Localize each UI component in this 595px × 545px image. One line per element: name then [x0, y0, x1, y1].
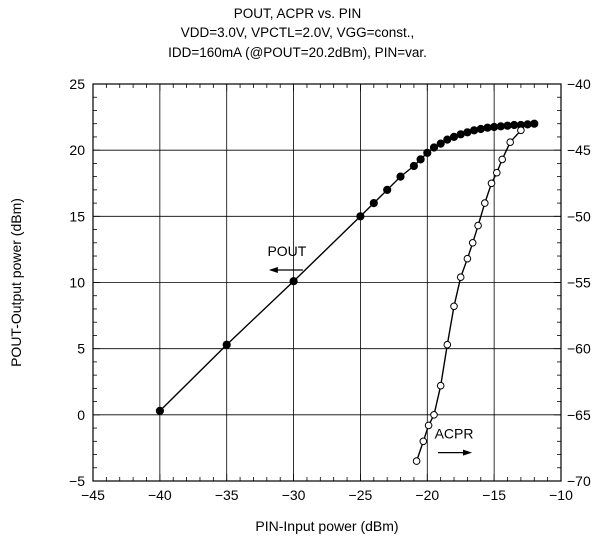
pout-data-point — [523, 120, 532, 129]
acpr-data-point — [487, 179, 496, 188]
acpr-data-point — [498, 155, 507, 164]
pout-data-point — [510, 120, 519, 130]
acpr-annotation-arrowhead — [463, 449, 473, 456]
acpr-data-point — [517, 126, 525, 135]
acpr-data-point — [463, 254, 472, 263]
y2-tick-label: −55 — [567, 275, 591, 291]
y-tick-label: −5 — [69, 473, 85, 489]
pout-data-point — [383, 185, 392, 194]
y2-tick-label: −45 — [567, 142, 591, 158]
y-tick-label: 0 — [77, 407, 85, 423]
acpr-data-point — [468, 239, 477, 247]
pout-data-point — [289, 277, 298, 286]
data-series — [155, 119, 539, 465]
acpr-data-point — [436, 381, 445, 390]
x-tick-label: −35 — [215, 487, 239, 503]
pout-data-point — [409, 161, 418, 171]
pout-data-point — [416, 155, 425, 164]
x-tick-label: −40 — [148, 487, 172, 503]
chart-subtitle-conditions-2: IDD=160mA (@POUT=20.2dBm), PIN=var. — [168, 45, 427, 60]
acpr-data-point — [424, 421, 433, 430]
acpr-data-point — [443, 340, 452, 349]
x-tick-label: −15 — [482, 487, 506, 503]
pout-data-point — [155, 406, 164, 415]
acpr-data-point — [430, 411, 438, 419]
y-tick-label: 5 — [77, 341, 85, 357]
chart-subtitle-conditions-1: VDD=3.0V, VPCTL=2.0V, VGG=const., — [180, 25, 415, 40]
acpr-annotation-label: ACPR — [435, 426, 474, 442]
pout-annotation-label: POUT — [267, 243, 306, 259]
pout-annotation-arrowhead — [268, 267, 278, 274]
pout-data-point — [436, 139, 445, 148]
pout-data-point — [369, 199, 378, 208]
acpr-data-point — [481, 199, 489, 207]
annotations: POUT ACPR — [267, 243, 473, 456]
grid-lines — [93, 84, 561, 481]
pout-data-point — [396, 172, 405, 181]
x-tick-label: −25 — [349, 487, 373, 503]
pout-data-point — [470, 126, 479, 135]
acpr-data-point — [456, 273, 465, 282]
y2-tick-label: −60 — [567, 341, 591, 357]
pout-data-point — [530, 119, 539, 128]
y2-tick-label: −65 — [567, 407, 591, 423]
pout-data-point — [429, 143, 439, 152]
pout-data-point — [463, 128, 472, 137]
y-tick-label: 10 — [69, 275, 85, 291]
x-tick-label: −10 — [549, 487, 573, 503]
acpr-data-point — [474, 221, 482, 230]
pout-data-point — [496, 122, 505, 131]
pout-data-point — [443, 135, 452, 144]
chart-title: POUT, ACPR vs. PIN — [233, 6, 362, 21]
pout-data-point — [503, 121, 512, 130]
pout-data-point — [449, 132, 459, 141]
x-axis-label: PIN-Input power (dBm) — [255, 518, 398, 534]
x-tick-label: −30 — [282, 487, 306, 503]
x-tick-label: −20 — [415, 487, 439, 503]
pout-data-point — [476, 124, 485, 134]
y-tick-label: 20 — [69, 142, 85, 158]
pout-data-point — [456, 130, 465, 139]
tick-labels: −45 −40 −35 −30 −25 −20 −15 −10−50510152025−70−… — [69, 76, 591, 503]
y-axis-label: POUT-Output power (dBm) — [8, 198, 24, 367]
acpr-data-point — [412, 457, 421, 465]
pout-series-line — [159, 123, 535, 412]
pout-data-point — [356, 212, 365, 221]
pout-data-point — [423, 148, 432, 157]
acpr-data-point — [450, 302, 458, 311]
y2-tick-label: −40 — [567, 76, 591, 92]
x-tick-label: −45 — [81, 487, 105, 503]
y2-tick-label: −70 — [567, 473, 591, 489]
pout-data-point — [483, 123, 492, 132]
tick-marks — [92, 83, 562, 482]
y-tick-label: 25 — [69, 76, 85, 92]
acpr-data-point — [506, 138, 515, 146]
y2-tick-label: −50 — [567, 208, 591, 224]
pout-data-point — [490, 122, 499, 132]
acpr-data-point — [493, 168, 501, 177]
pout-data-point — [222, 340, 231, 349]
y-tick-label: 15 — [69, 208, 85, 224]
acpr-data-point — [419, 437, 428, 446]
